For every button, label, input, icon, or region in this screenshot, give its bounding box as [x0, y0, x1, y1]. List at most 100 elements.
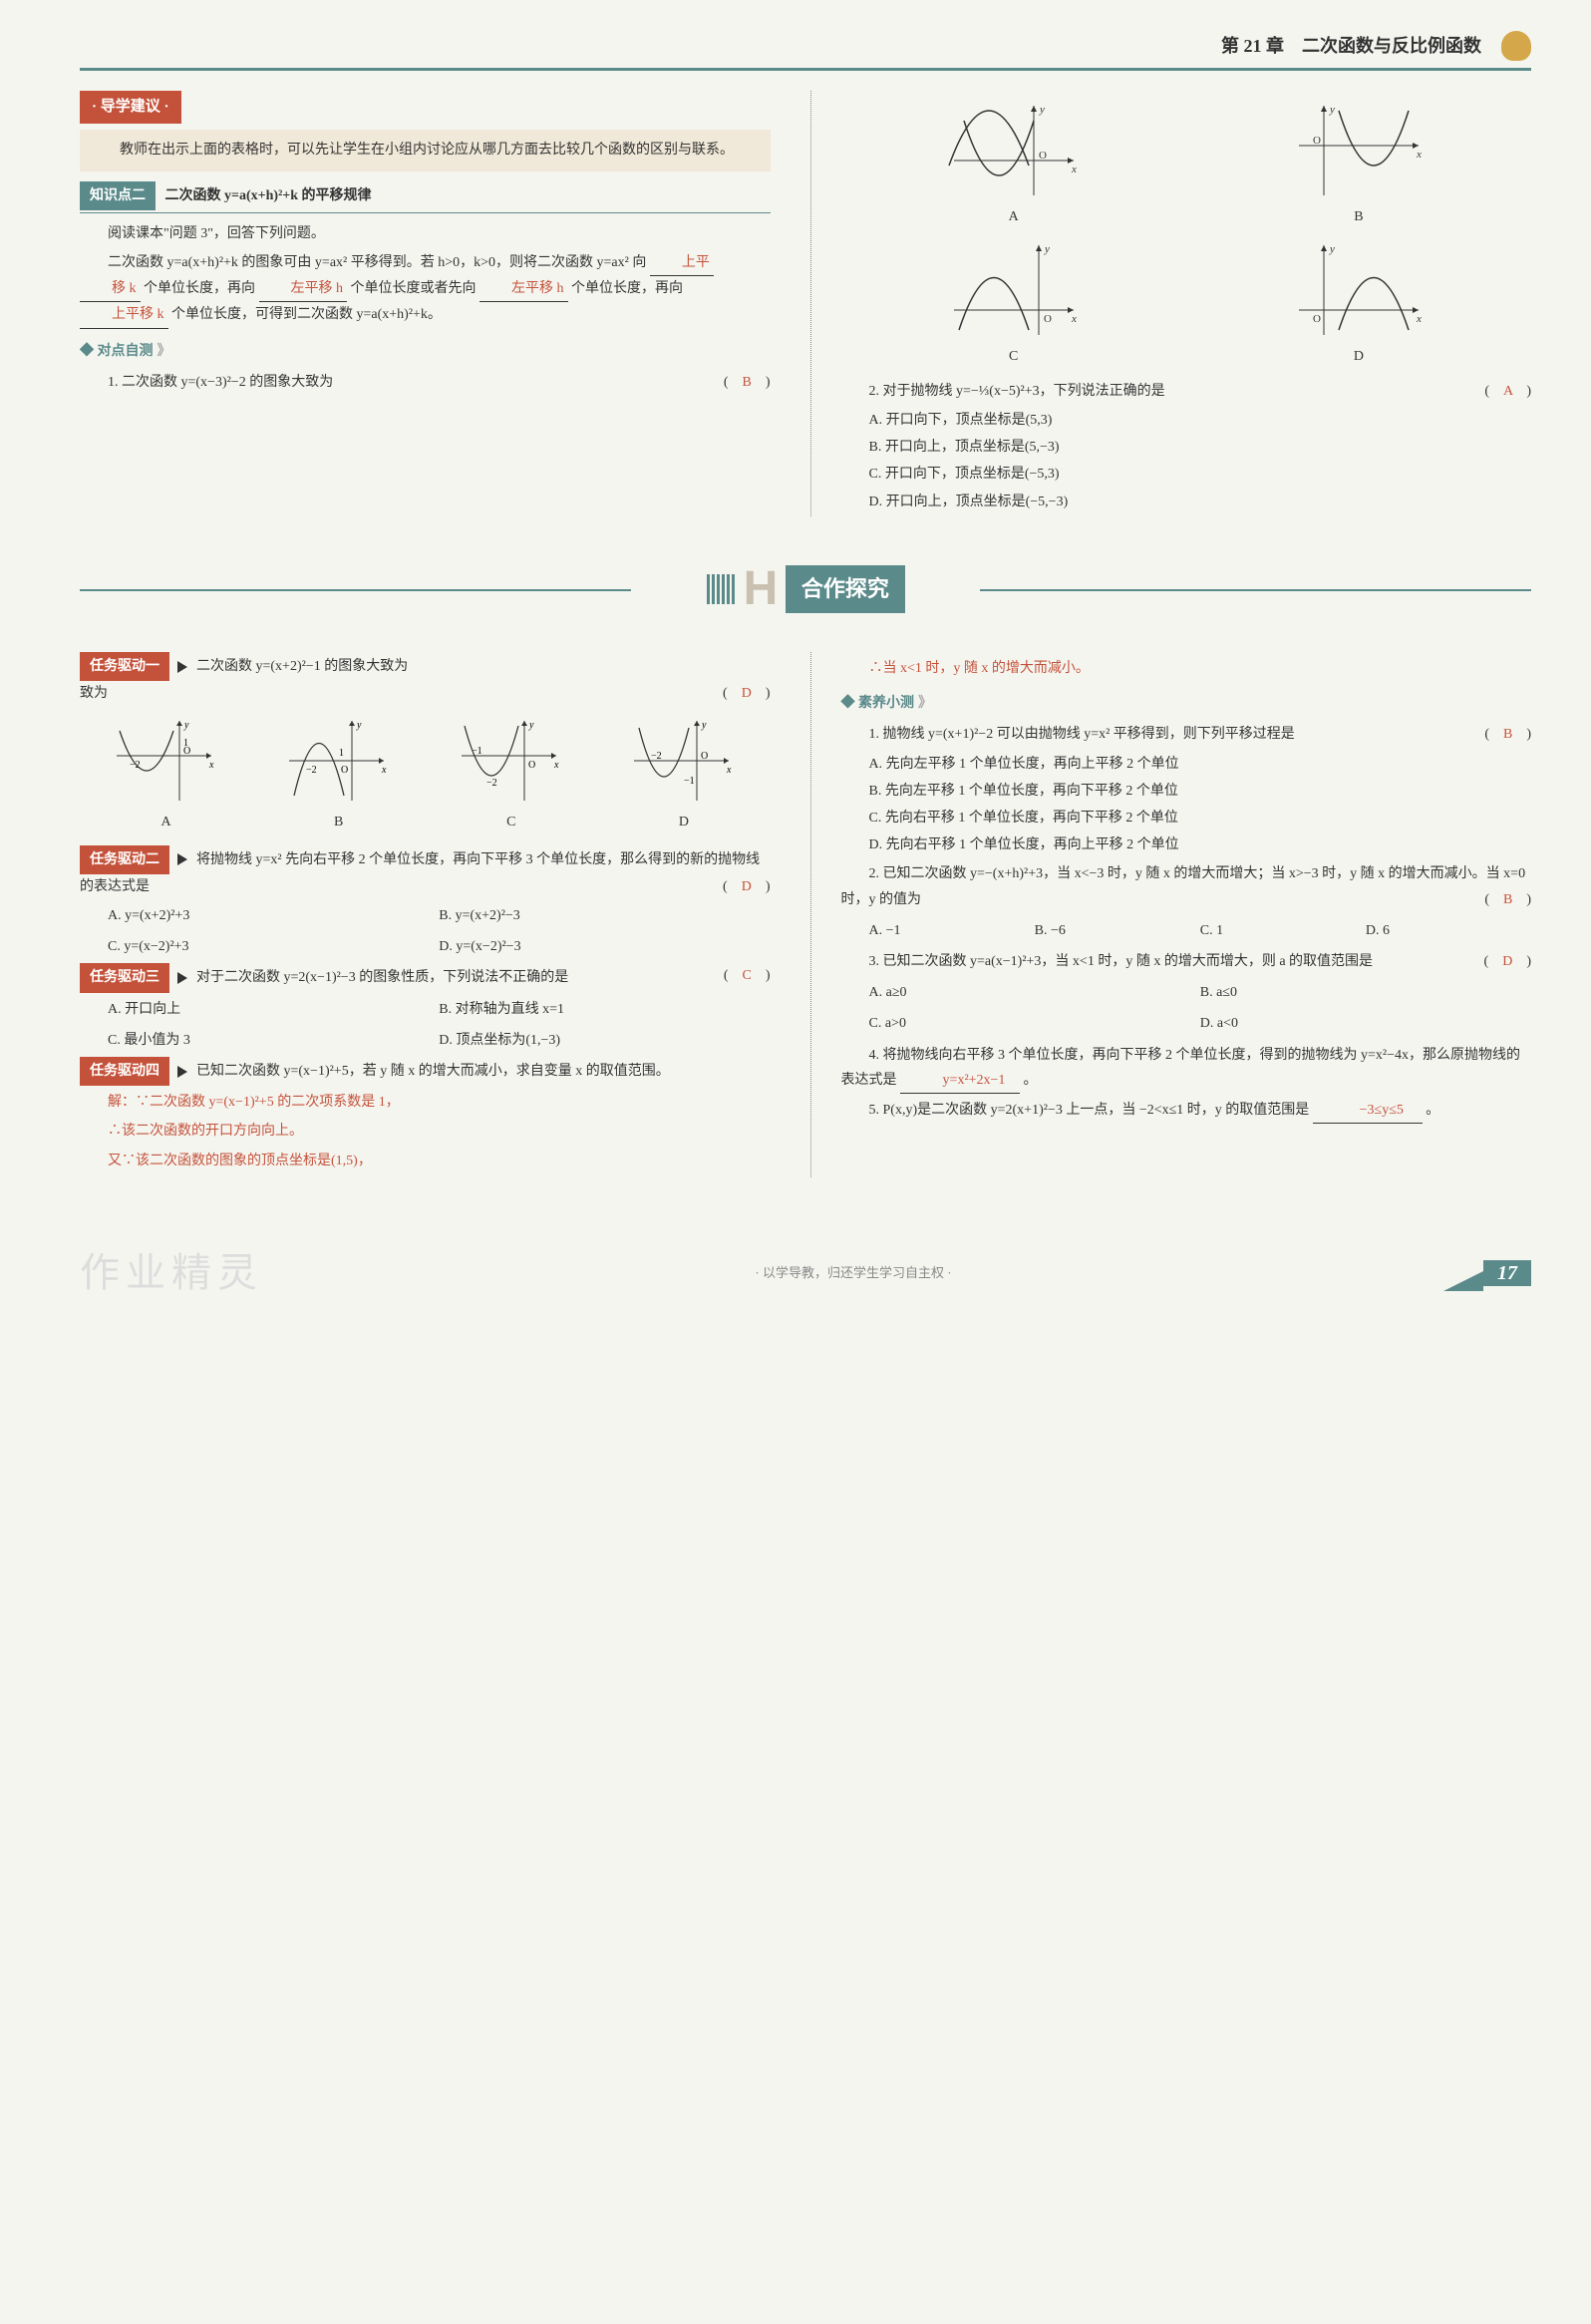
task1-tag: 任务驱动一 [80, 652, 169, 681]
task4-tag: 任务驱动四 [80, 1057, 169, 1086]
lower-columns: 任务驱动一 二次函数 y=(x+2)²−1 的图象大致为 致为 ( D ) Ox… [80, 652, 1531, 1177]
kp2-blank-1: 上平 [650, 250, 714, 276]
lower-right-column: ∴当 x<1 时，y 随 x 的增大而减小。 素养小测》 1. 抛物线 y=(x… [810, 652, 1532, 1177]
task2-opt-b: B. y=(x+2)²−3 [439, 903, 770, 928]
self-q2-text: 2. 对于抛物线 y=−⅓(x−5)²+3，下列说法正确的是 [869, 384, 1165, 399]
quiz-q2-answer: ( B ) [1456, 887, 1531, 912]
kp2-text-a: 二次函数 y=a(x+h)²+k 的图象可由 y=ax² 平移得到。若 h>0，… [108, 255, 646, 270]
upper-left-column: · 导学建议 · 教师在出示上面的表格时，可以先让学生在小组内讨论应从哪几方面去… [80, 91, 771, 515]
quiz-q5-text-a: 5. P(x,y)是二次函数 y=2(x+1)²−3 上一点，当 −2<x≤1 … [869, 1103, 1310, 1118]
quiz-q3: 3. 已知二次函数 y=a(x−1)²+3，当 x<1 时，y 随 x 的增大而… [841, 949, 1532, 974]
svg-text:−2: −2 [306, 765, 317, 776]
svg-text:O: O [1313, 313, 1321, 325]
task3-options: A. 开口向上 B. 对称轴为直线 x=1 C. 最小值为 3 D. 顶点坐标为… [108, 995, 771, 1055]
svg-text:x: x [553, 760, 559, 771]
quiz-q1: 1. 抛物线 y=(x+1)²−2 可以由抛物线 y=x² 平移得到，则下列平移… [841, 722, 1532, 747]
parabola-b-icon: O x y [1289, 101, 1429, 200]
task3-answer: ( C ) [724, 963, 771, 988]
t1-graph-c: Oxy −1−2 C [457, 716, 566, 834]
big-h-icon: H [744, 562, 779, 615]
task4-sol4: ∴当 x<1 时，y 随 x 的增大而减小。 [841, 656, 1532, 681]
quiz-q2-text: 2. 已知二次函数 y=−(x+h)²+3，当 x<−3 时，y 随 x 的增大… [841, 866, 1526, 906]
self-test-label: 对点自测 [98, 344, 154, 359]
page-number: 17 [1483, 1260, 1531, 1286]
svg-text:y: y [1329, 104, 1335, 116]
task3-tag: 任务驱动三 [80, 963, 169, 992]
t1-graph-b-label: B [284, 810, 394, 834]
footer-triangle-icon [1443, 1271, 1483, 1291]
svg-text:y: y [528, 720, 534, 731]
graph-a: O x y A [944, 101, 1084, 229]
quiz-q2-opt-a: A. −1 [869, 918, 1035, 943]
t1-graph-d: Oxy −2−1 D [629, 716, 739, 834]
quiz-q2-options: A. −1 B. −6 C. 1 D. 6 [869, 916, 1532, 945]
lower-left-column: 任务驱动一 二次函数 y=(x+2)²−1 的图象大致为 致为 ( D ) Ox… [80, 652, 771, 1177]
svg-text:O: O [701, 751, 708, 762]
deco-icon: 》 [158, 344, 171, 359]
parabola-a-icon: O x y [944, 101, 1084, 200]
quiz-q5-blank: −3≤y≤5 [1313, 1098, 1423, 1124]
task3-opt-c: C. 最小值为 3 [108, 1028, 439, 1053]
t1-parabola-b-icon: Oxy −21 [284, 716, 394, 806]
task3-opt-b: B. 对称轴为直线 x=1 [439, 997, 770, 1022]
self-q2-answer: ( A ) [1456, 379, 1531, 404]
kp2-text-f: 个单位长度，可得到二次函数 y=a(x+h)²+k。 [171, 307, 442, 322]
quiz-q3-ans-letter: D [1502, 954, 1512, 969]
t1-graph-a: Oxy −21 A [112, 716, 221, 834]
svg-text:x: x [381, 765, 387, 776]
svg-text:y: y [356, 720, 362, 731]
task1-q: 二次函数 y=(x+2)²−1 的图象大致为 [196, 659, 408, 674]
task2-opt-a: A. y=(x+2)²+3 [108, 903, 439, 928]
svg-text:y: y [1329, 243, 1335, 255]
svg-text:O: O [528, 760, 535, 771]
svg-text:1: 1 [183, 738, 188, 749]
svg-text:y: y [1044, 243, 1050, 255]
quiz-q3-opt-c: C. a>0 [869, 1011, 1200, 1036]
task4-sol1: 解：∵二次函数 y=(x−1)²+5 的二次项系数是 1， [80, 1090, 771, 1115]
quiz-q4-blank: y=x²+2x−1 [900, 1068, 1020, 1094]
page-footer: 作业精灵 · 以学导教，归还学生学习自主权 · 17 [80, 1237, 1531, 1309]
task3-ans-letter: C [742, 968, 751, 983]
quiz-q5: 5. P(x,y)是二次函数 y=2(x+1)²−3 上一点，当 −2<x≤1 … [841, 1098, 1532, 1124]
parabola-d-icon: O x y [1289, 240, 1429, 340]
self-q2-ans-letter: A [1503, 384, 1512, 399]
task2-opt-c: C. y=(x−2)²+3 [108, 934, 439, 959]
t1-parabola-d-icon: Oxy −2−1 [629, 716, 739, 806]
kp2-text-d: 个单位长度或者先向 [351, 281, 477, 296]
graph-c: O x y C [944, 240, 1084, 369]
svg-text:O: O [341, 765, 348, 776]
t1-graph-d-label: D [629, 810, 739, 834]
quiz-q1-text: 1. 抛物线 y=(x+1)²−2 可以由抛物线 y=x² 平移得到，则下列平移… [869, 727, 1295, 742]
self-q2-options: A. 开口向下，顶点坐标是(5,3) B. 开口向上，顶点坐标是(5,−3) C… [869, 408, 1532, 514]
t1-graph-b: Oxy −21 B [284, 716, 394, 834]
kp2-blank-4: 左平移 h [479, 276, 568, 302]
t1-parabola-a-icon: Oxy −21 [112, 716, 221, 806]
arrow-icon [177, 661, 187, 673]
svg-text:x: x [1071, 164, 1077, 175]
task1-filler: 致为 [80, 686, 108, 701]
svg-text:x: x [1071, 313, 1077, 325]
quiz-q1-opt-b: B. 先向左平移 1 个单位长度，再向下平移 2 个单位 [869, 779, 1532, 804]
self-test-head: 对点自测》 [80, 339, 771, 364]
self-q1-text: 1. 二次函数 y=(x−3)²−2 的图象大致为 [108, 375, 333, 390]
kp2-label: 知识点二 [80, 181, 156, 210]
graph-b-label: B [1289, 204, 1429, 229]
graph-c-label: C [944, 344, 1084, 369]
task2-options: A. y=(x+2)²+3 B. y=(x+2)²−3 C. y=(x−2)²+… [108, 901, 771, 961]
kp2-blank-5: 上平移 k [80, 302, 168, 328]
svg-text:y: y [701, 720, 707, 731]
self-q1: 1. 二次函数 y=(x−3)²−2 的图象大致为 ( B ) [80, 370, 771, 395]
quiz-q1-opt-c: C. 先向右平移 1 个单位长度，再向下平移 2 个单位 [869, 806, 1532, 830]
self-q2-opt-c: C. 开口向下，顶点坐标是(−5,3) [869, 462, 1532, 487]
quiz-q2: 2. 已知二次函数 y=−(x+h)²+3，当 x<−3 时，y 随 x 的增大… [841, 861, 1532, 911]
person-logo-icon [1501, 31, 1531, 61]
self-q1-graphs-row2: O x y C O x y D [841, 240, 1532, 369]
quiz-label: 素养小测 [858, 696, 914, 711]
task2-answer: ( D ) [723, 874, 770, 899]
task4-sol3: 又∵该二次函数的图象的顶点坐标是(1,5)， [80, 1149, 771, 1173]
task1-graphs: Oxy −21 A Oxy −21 B [80, 716, 771, 834]
upper-columns: · 导学建议 · 教师在出示上面的表格时，可以先让学生在小组内讨论应从哪几方面去… [80, 91, 1531, 515]
quiz-q3-opt-a: A. a≥0 [869, 980, 1200, 1005]
page-header: 第 21 章 二次函数与反比例函数 [80, 30, 1531, 71]
quiz-head: 素养小测》 [841, 691, 1532, 716]
